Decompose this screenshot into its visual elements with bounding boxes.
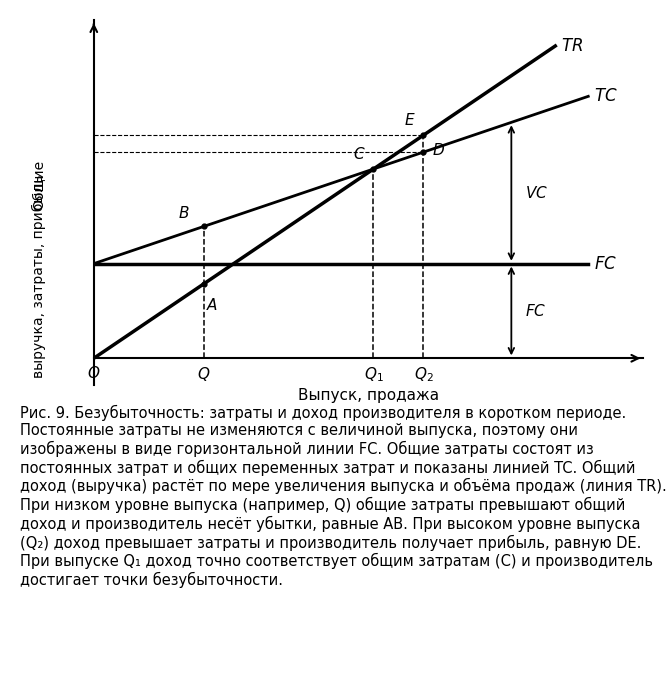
Text: $TC$: $TC$ [594, 87, 618, 105]
Text: Рис. 9. Безубыточность: затраты и доход производителя в коротком периоде. Постоя: Рис. 9. Безубыточность: затраты и доход … [20, 404, 667, 588]
Text: $TR$: $TR$ [561, 37, 583, 55]
Text: $VC$: $VC$ [525, 185, 548, 201]
Text: Общие: Общие [32, 160, 46, 210]
Text: $D$: $D$ [431, 143, 445, 158]
Text: $A$: $A$ [206, 297, 218, 314]
Text: выручка, затраты, прибыль: выручка, затраты, прибыль [31, 174, 46, 378]
Text: $FC$: $FC$ [525, 303, 547, 319]
X-axis label: Выпуск, продажа: Выпуск, продажа [298, 388, 439, 403]
Text: $FC$: $FC$ [594, 255, 617, 272]
Text: $B$: $B$ [178, 206, 190, 222]
Text: $C$: $C$ [352, 146, 365, 162]
Text: $E$: $E$ [403, 112, 415, 128]
